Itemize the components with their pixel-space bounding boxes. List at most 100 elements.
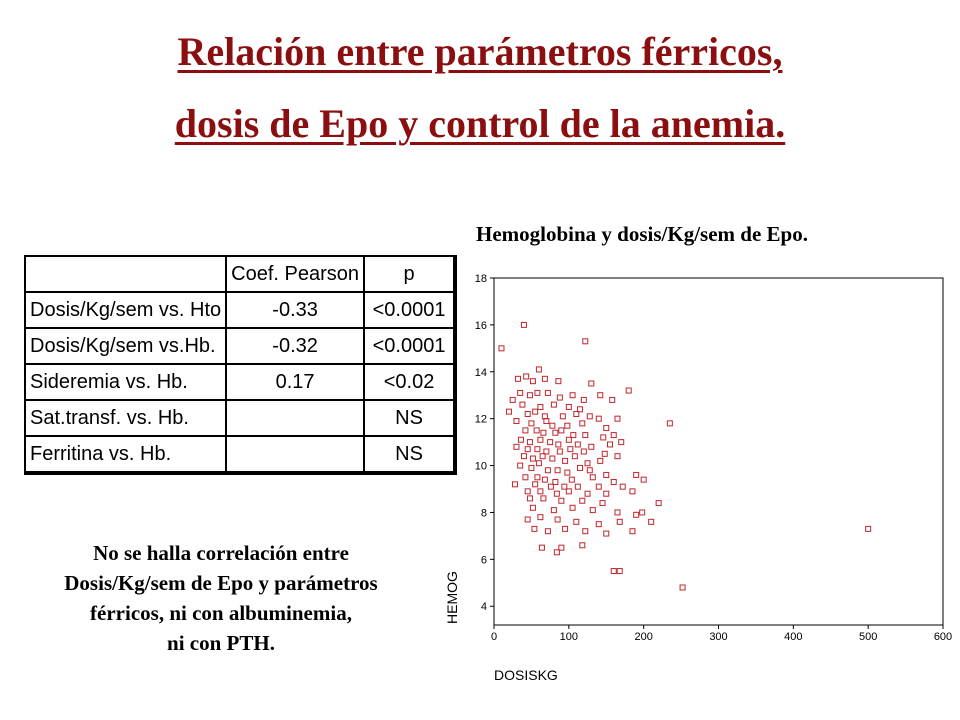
scatter-point bbox=[580, 396, 587, 403]
scatter-point bbox=[558, 544, 565, 551]
scatter-point bbox=[561, 483, 568, 490]
scatter-point bbox=[517, 389, 524, 396]
scatter-point bbox=[537, 488, 544, 495]
y-axis-label: HEMOG bbox=[444, 571, 460, 624]
scatter-point bbox=[582, 432, 589, 439]
scatter-point bbox=[533, 427, 540, 434]
scatter-point bbox=[541, 476, 548, 483]
plot-frame bbox=[493, 277, 944, 626]
scatter-point bbox=[579, 420, 586, 427]
scatter-point bbox=[547, 439, 554, 446]
scatter-point bbox=[520, 453, 527, 460]
scatter-point bbox=[588, 443, 595, 450]
scatter-point bbox=[573, 518, 580, 525]
scatter-point bbox=[513, 443, 520, 450]
x-axis-label: DOSISKG bbox=[494, 667, 558, 683]
scatter-point bbox=[603, 530, 610, 537]
scatter-point bbox=[526, 439, 533, 446]
scatter-point bbox=[539, 453, 546, 460]
scatter-point bbox=[529, 378, 536, 385]
table-header-row: Coef. Pearson p bbox=[23, 255, 457, 293]
scatter-point bbox=[610, 478, 617, 485]
scatter-point bbox=[544, 528, 551, 535]
scatter-point bbox=[535, 460, 542, 467]
scatter-point bbox=[610, 568, 617, 575]
scatter-point bbox=[514, 375, 521, 382]
scatter-point bbox=[547, 483, 554, 490]
scatter-point bbox=[509, 396, 516, 403]
scatter-point bbox=[532, 481, 539, 488]
scatter-point bbox=[614, 453, 621, 460]
scatter-point bbox=[619, 483, 626, 490]
scatter-point bbox=[513, 418, 520, 425]
scatter-point bbox=[540, 429, 547, 436]
scatter-point bbox=[556, 394, 563, 401]
scatter-point bbox=[534, 389, 541, 396]
scatter-point bbox=[537, 514, 544, 521]
scatter-point bbox=[549, 422, 556, 429]
x-tick-label: 100 bbox=[560, 631, 578, 643]
scatter-point bbox=[543, 418, 550, 425]
table-cell-pearson: 0.17 bbox=[225, 363, 366, 401]
scatter-point bbox=[535, 366, 542, 373]
scatter-point bbox=[534, 474, 541, 481]
table-header-p: p bbox=[363, 255, 457, 293]
scatter-point bbox=[517, 436, 524, 443]
scatter-point bbox=[655, 500, 662, 507]
y-tick-label: 14 bbox=[475, 367, 487, 379]
scatter-point bbox=[679, 584, 686, 591]
scatter-point bbox=[610, 432, 617, 439]
correlation-table: Coef. Pearson p Dosis/Kg/sem vs. Hto -0.… bbox=[23, 255, 458, 475]
table-cell-p: <0.0001 bbox=[363, 327, 457, 365]
note-line: No se halla correlación entre bbox=[93, 541, 349, 565]
scatter-point bbox=[580, 448, 587, 455]
scatter-point bbox=[553, 549, 560, 556]
scatter-point bbox=[586, 467, 593, 474]
scatter-point bbox=[601, 450, 608, 457]
conclusion-note: No se halla correlación entre Dosis/Kg/s… bbox=[14, 538, 428, 658]
scatter-point bbox=[603, 471, 610, 478]
scatter-point bbox=[600, 434, 607, 441]
scatter-point bbox=[550, 401, 557, 408]
scatter-point bbox=[529, 455, 536, 462]
x-tick-label: 0 bbox=[491, 631, 497, 643]
scatter-point bbox=[603, 425, 610, 432]
scatter-point bbox=[564, 469, 571, 476]
scatter-point bbox=[519, 401, 526, 408]
y-tick-label: 16 bbox=[475, 320, 487, 332]
scatter-point bbox=[565, 403, 572, 410]
table-cell-pearson bbox=[225, 399, 366, 437]
y-tick-label: 18 bbox=[475, 273, 487, 285]
scatter-point bbox=[573, 410, 580, 417]
scatter-point bbox=[568, 476, 575, 483]
note-line: Dosis/Kg/sem de Epo y parámetros bbox=[64, 571, 378, 595]
table-header-empty bbox=[23, 255, 228, 293]
scatter-point bbox=[577, 406, 584, 413]
x-tick-label: 400 bbox=[784, 631, 802, 643]
scatter-point bbox=[524, 446, 531, 453]
scatter-point bbox=[562, 525, 569, 532]
scatter-point bbox=[562, 457, 569, 464]
scatter-point bbox=[599, 500, 606, 507]
scatter-point bbox=[569, 392, 576, 399]
table-cell-p: NS bbox=[363, 399, 457, 437]
scatter-point bbox=[520, 321, 527, 328]
scatter-point bbox=[584, 460, 591, 467]
table-row: Dosis/Kg/sem vs. Hto -0.33 <0.0001 bbox=[23, 291, 457, 329]
table-row: Ferritina vs. Hb. NS bbox=[23, 435, 457, 474]
scatter-point bbox=[571, 453, 578, 460]
scatter-point bbox=[555, 441, 562, 448]
scatter-point bbox=[606, 441, 613, 448]
scatter-point bbox=[577, 464, 584, 471]
scatter-point bbox=[541, 375, 548, 382]
scatter-point bbox=[570, 432, 577, 439]
scatter-point bbox=[588, 380, 595, 387]
y-tick-label: 8 bbox=[481, 507, 487, 519]
note-line: férricos, ni con albuminemia, bbox=[90, 601, 352, 625]
scatter-point bbox=[534, 446, 541, 453]
title-line-1: Relación entre parámetros férricos, bbox=[177, 29, 783, 74]
scatter-point bbox=[614, 415, 621, 422]
scatter-point bbox=[549, 455, 556, 462]
scatter-point bbox=[648, 518, 655, 525]
scatter-point bbox=[629, 488, 636, 495]
